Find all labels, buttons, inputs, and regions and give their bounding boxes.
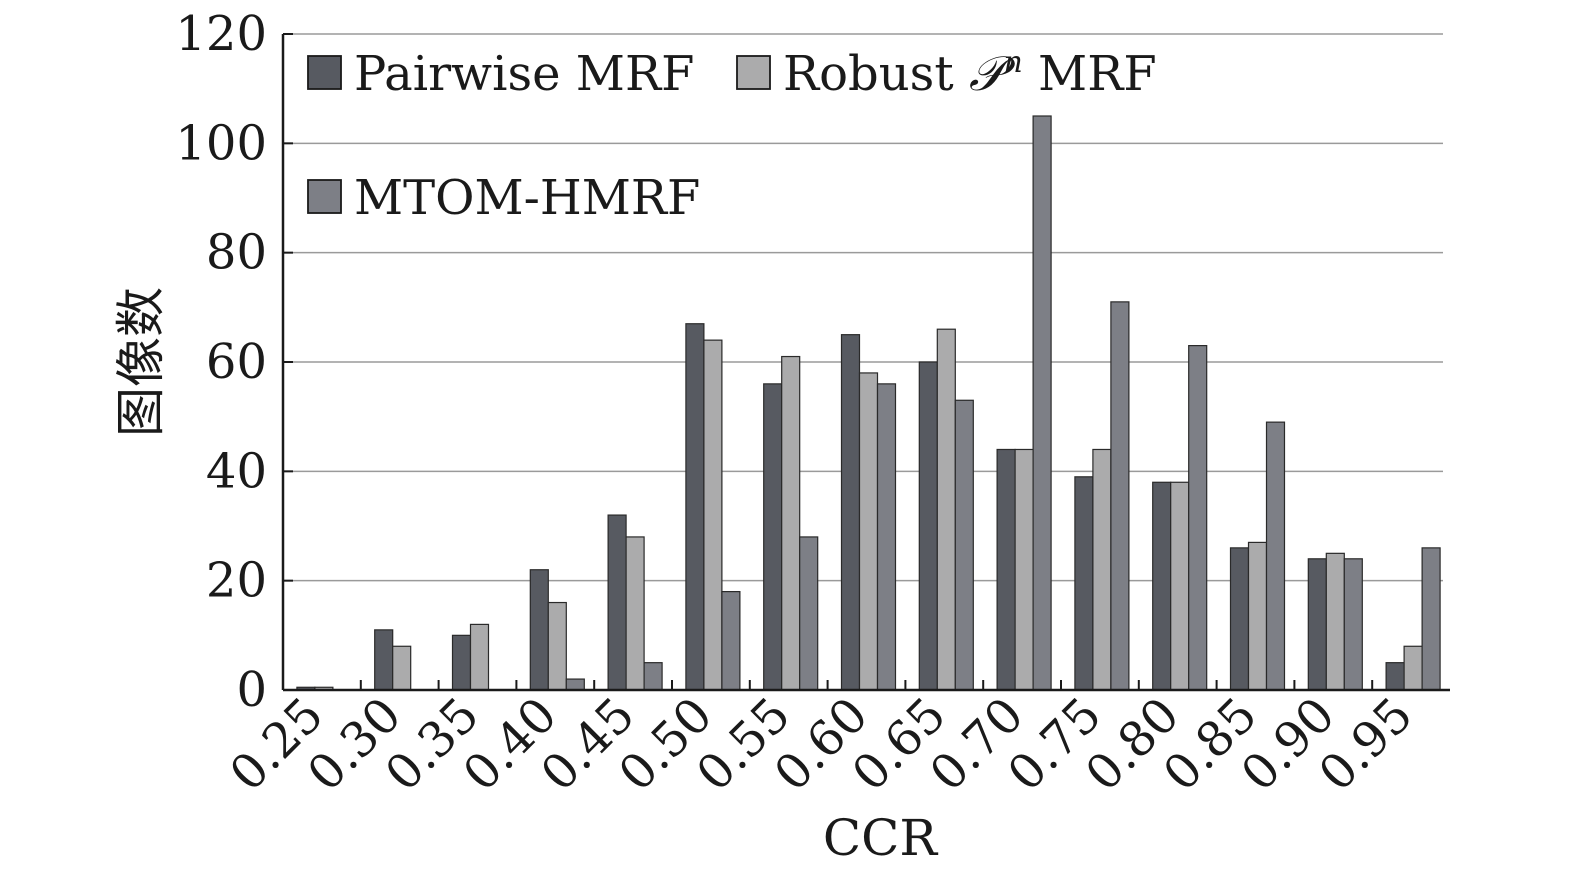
bar-robust-0.65 xyxy=(936,328,956,691)
bar-mtom-hmrf-0.75 xyxy=(1110,301,1130,691)
bar-pairwise-mrf-0.95 xyxy=(1385,662,1405,691)
bar-robust-0.90 xyxy=(1325,552,1345,691)
bar-pairwise-mrf-0.85 xyxy=(1229,547,1250,691)
y-tick-label: 100 xyxy=(175,115,267,171)
y-tick-label: 0 xyxy=(236,662,267,718)
legend-label: Robust 𝒫n MRF xyxy=(783,45,1157,102)
bar-robust-0.55 xyxy=(781,355,801,691)
bar-pairwise-mrf-0.65 xyxy=(918,361,938,691)
bar-robust-0.95 xyxy=(1403,645,1423,691)
legend-label: Pairwise MRF xyxy=(354,46,694,102)
bar-pairwise-mrf-0.50 xyxy=(685,323,705,691)
legend-label: MTOM-HMRF xyxy=(354,170,700,226)
y-tick-labels: 0 20 40 60 80 100 120 xyxy=(175,6,267,718)
legend-swatch xyxy=(307,55,342,90)
bar-mtom-hmrf-0.90 xyxy=(1343,558,1363,691)
y-tick-label: 40 xyxy=(206,443,267,499)
bar-mtom-hmrf-0.40 xyxy=(565,678,585,691)
bar-mtom-hmrf-0.50 xyxy=(721,590,741,691)
bar-mtom-hmrf-0.70 xyxy=(1032,115,1052,691)
bar-mtom-hmrf-0.55 xyxy=(799,536,819,691)
y-tick-label: 120 xyxy=(175,6,267,62)
bar-robust-0.85 xyxy=(1247,541,1268,691)
bar-robust-0.80 xyxy=(1170,481,1190,691)
y-tick-label: 60 xyxy=(206,334,267,390)
y-axis-title: 图像数 xyxy=(112,287,170,437)
bar-pairwise-mrf-0.35 xyxy=(451,634,472,691)
axes xyxy=(281,33,1450,692)
bar-robust-0.50 xyxy=(703,339,723,691)
legend-swatch xyxy=(307,179,342,214)
bar-robust-0.30 xyxy=(392,645,412,691)
bar-pairwise-mrf-0.30 xyxy=(374,629,394,691)
bar-pairwise-mrf-0.45 xyxy=(607,514,627,691)
legend: Pairwise MRF Robust 𝒫n MRF MTOM-HMRF xyxy=(307,45,1157,226)
legend-swatch xyxy=(736,55,771,90)
bar-pairwise-mrf-0.90 xyxy=(1307,558,1327,691)
x-tick-labels: 0.250.300.350.400.450.500.550.600.650.70… xyxy=(219,687,1423,802)
bar-mtom-hmrf-0.45 xyxy=(643,662,663,691)
bar-mtom-hmrf-0.95 xyxy=(1421,547,1441,691)
y-tick-label: 80 xyxy=(206,225,267,281)
bar-robust-0.60 xyxy=(858,372,879,691)
x-tick-label: 0.95 xyxy=(1308,687,1423,802)
x-axis-title: CCR xyxy=(823,809,939,867)
bar-pairwise-mrf-0.55 xyxy=(763,383,783,691)
bar-robust-0.40 xyxy=(547,601,567,691)
bar-mtom-hmrf-0.60 xyxy=(876,383,897,691)
bar-pairwise-mrf-0.80 xyxy=(1152,481,1172,691)
bar-robust-0.70 xyxy=(1014,448,1034,691)
bar-robust-0.35 xyxy=(469,623,490,691)
bar-pairwise-mrf-0.75 xyxy=(1074,476,1094,691)
bar-pairwise-mrf-0.40 xyxy=(529,569,549,691)
bar-pairwise-mrf-0.70 xyxy=(996,448,1016,691)
y-tick-label: 20 xyxy=(206,553,267,609)
bar-mtom-hmrf-0.65 xyxy=(954,399,974,691)
bar-robust-0.45 xyxy=(625,536,645,691)
bar-pairwise-mrf-0.60 xyxy=(840,334,861,691)
bars-group xyxy=(296,115,1441,691)
bar-mtom-hmrf-0.80 xyxy=(1188,345,1208,691)
bar-robust-0.75 xyxy=(1092,448,1112,691)
bar-mtom-hmrf-0.85 xyxy=(1265,421,1286,691)
